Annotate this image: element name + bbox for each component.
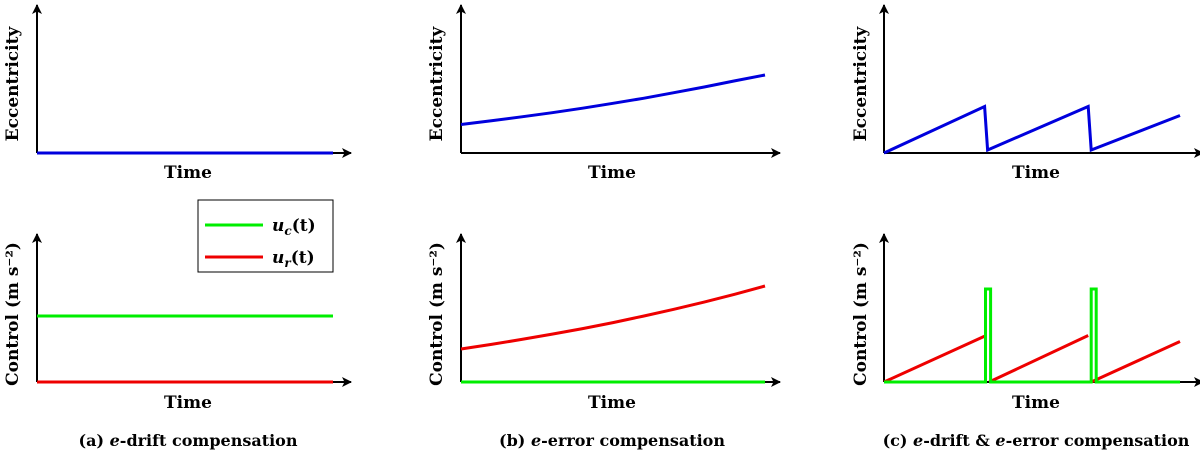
- series-line-c-bottom-1: [884, 287, 1180, 384]
- axis-xlabel-b-top: Time: [588, 163, 636, 183]
- axis-xlabel-c-bottom: Time: [1012, 393, 1060, 413]
- series-line-c-top-0: [883, 104, 1181, 155]
- plot-b-top: [456, 4, 781, 158]
- plot-a-bottom: [32, 233, 352, 387]
- axis-ylabel-c-top: Eccentricity: [851, 26, 871, 142]
- plot-a-top: [32, 4, 352, 158]
- caption-b: (b) e-error compensation: [499, 431, 725, 450]
- legend-label-uc: uc(t): [272, 216, 316, 238]
- plot-c-bottom: [879, 233, 1200, 387]
- plot-c-top: [879, 4, 1200, 158]
- legend-label-ur: ur(t): [272, 248, 315, 270]
- series-line-b-top-0: [460, 73, 766, 126]
- legend-box: [197, 199, 334, 273]
- legend: uc(t) ur(t): [197, 199, 334, 273]
- axis-xlabel-b-bottom: Time: [588, 393, 636, 413]
- axis-ylabel-c-bottom: Control (m s⁻²): [851, 242, 871, 386]
- plot-b-bottom: [456, 233, 781, 387]
- axis-xlabel-a-bottom: Time: [164, 393, 212, 413]
- axis-ylabel-b-top: Eccentricity: [427, 26, 447, 142]
- series-line-b-bottom-0: [460, 284, 766, 351]
- axis-ylabel-a-top: Eccentricity: [3, 26, 23, 142]
- axis-xlabel-a-top: Time: [164, 163, 212, 183]
- axis-xlabel-c-top: Time: [1012, 163, 1060, 183]
- series-line-c-bottom-0: [883, 334, 1181, 384]
- caption-c: (c) e-drift & e-error compensation: [883, 431, 1190, 450]
- axis-ylabel-a-bottom: Control (m s⁻²): [3, 242, 23, 386]
- caption-a: (a) e-drift compensation: [79, 431, 298, 450]
- axis-ylabel-b-bottom: Control (m s⁻²): [427, 242, 447, 386]
